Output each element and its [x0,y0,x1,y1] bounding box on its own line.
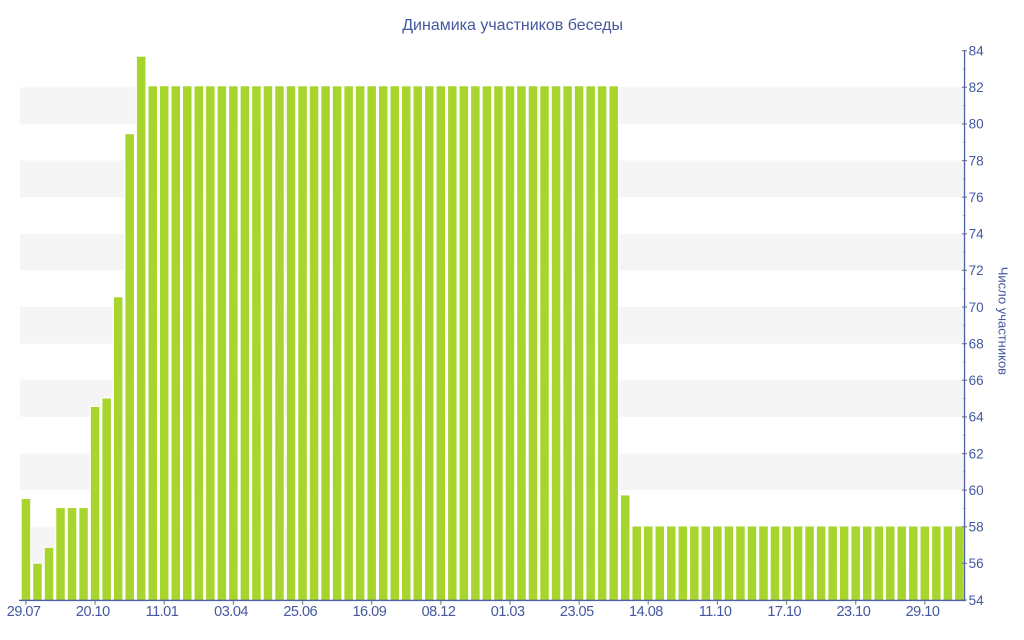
svg-text:56: 56 [969,556,984,571]
svg-text:74: 74 [969,227,985,242]
svg-text:66: 66 [969,373,984,388]
svg-text:14.08: 14.08 [629,604,663,620]
svg-text:20.10: 20.10 [76,604,110,620]
svg-text:54: 54 [969,593,985,608]
svg-text:70: 70 [969,300,984,315]
svg-text:23.10: 23.10 [836,604,870,620]
svg-text:58: 58 [969,520,984,535]
svg-text:Динамика участников беседы: Динамика участников беседы [402,17,623,34]
svg-text:82: 82 [969,80,984,95]
svg-text:03.04: 03.04 [214,604,248,620]
svg-text:78: 78 [969,153,984,168]
svg-text:84: 84 [969,44,985,59]
svg-text:64: 64 [969,410,985,425]
svg-text:25.06: 25.06 [283,604,317,620]
svg-text:68: 68 [969,336,984,351]
svg-text:08.12: 08.12 [422,604,456,620]
svg-text:76: 76 [969,190,984,205]
svg-text:62: 62 [969,446,984,461]
svg-text:80: 80 [969,117,984,132]
svg-text:29.07: 29.07 [7,604,41,620]
svg-text:23.05: 23.05 [560,604,594,620]
svg-text:17.10: 17.10 [767,604,801,620]
svg-text:11.10: 11.10 [699,604,732,620]
svg-text:72: 72 [969,263,984,278]
svg-text:01.03: 01.03 [491,604,525,620]
svg-text:29.10: 29.10 [906,604,940,620]
svg-text:Число участников: Число участников [995,267,1010,375]
svg-text:60: 60 [969,483,984,498]
svg-text:16.09: 16.09 [352,604,386,620]
svg-text:11.01: 11.01 [146,604,179,620]
